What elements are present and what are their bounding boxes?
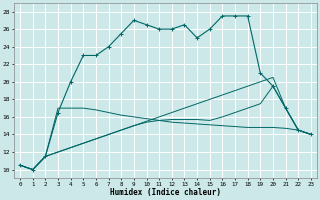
X-axis label: Humidex (Indice chaleur): Humidex (Indice chaleur) xyxy=(110,188,221,197)
